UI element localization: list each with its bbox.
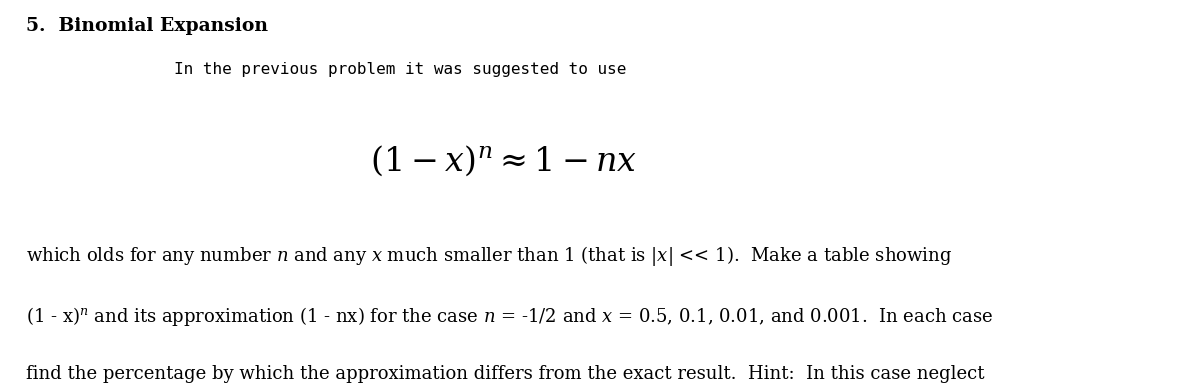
Text: 5.  Binomial Expansion: 5. Binomial Expansion <box>26 17 269 35</box>
Text: find the percentage by which the approximation differs from the exact result.  H: find the percentage by which the approxi… <box>26 365 985 383</box>
Text: $(1 - x)^{n} \approx 1 - nx$: $(1 - x)^{n} \approx 1 - nx$ <box>371 144 637 178</box>
Text: which olds for any number $n$ and any $x$ much smaller than 1 (that is $|x|$ << : which olds for any number $n$ and any $x… <box>26 244 953 268</box>
Text: In the previous problem it was suggested to use: In the previous problem it was suggested… <box>174 62 626 77</box>
Text: (1 - x)$^{n}$ and its approximation (1 - nx) for the case $n$ = -1/2 and $x$ = 0: (1 - x)$^{n}$ and its approximation (1 -… <box>26 305 994 327</box>
